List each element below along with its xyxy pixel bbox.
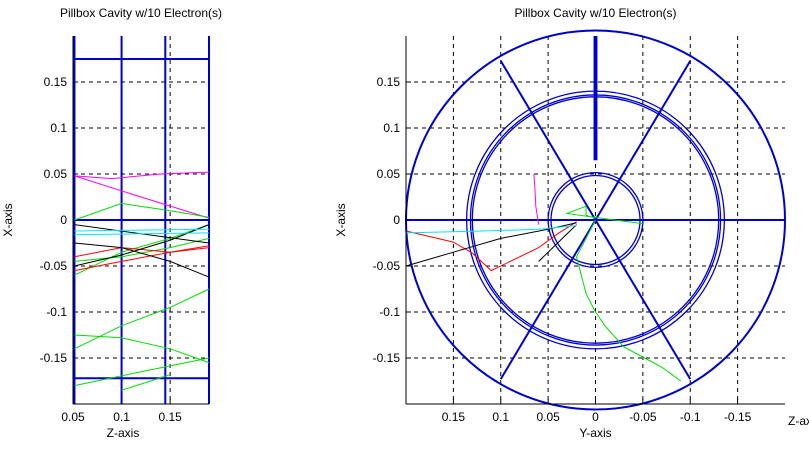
y-tick-label: 0.1 [50,121,67,135]
x-axis-label: Y-axis [579,426,611,440]
electron-trajectory [538,224,577,262]
x-axis-label: Z-axis [107,426,140,440]
y-tick-label: -0.1 [379,305,400,319]
x-tick-label: -0.15 [724,410,752,424]
chart-title: Pillbox Cavity w/10 Electron(s) [514,6,676,20]
electron-trajectory [74,237,210,262]
x-tick-label: 0.05 [536,410,560,424]
electron-trajectory [533,173,540,225]
electron-trajectory [405,222,577,267]
x-tick-label: 0.1 [492,410,509,424]
y-tick-label: 0.05 [377,167,401,181]
x-tick-label: 0.15 [158,410,182,424]
electron-trajectory [74,334,210,364]
electron-trajectory [74,242,210,278]
y-tick-label: 0.15 [44,75,68,89]
electron-trajectory [74,171,210,180]
y-tick-label: 0 [60,213,67,227]
electron-trajectory [74,232,210,236]
electron-trajectory [74,288,210,350]
chart-title: Pillbox Cavity w/10 Electron(s) [60,6,222,20]
electron-trajectory [74,224,210,276]
electron-trajectory [74,357,210,387]
x-tick-label: 0.15 [442,410,466,424]
y-tick-label: 0 [393,213,400,227]
y-tick-label: 0.05 [44,167,68,181]
y-tick-label: -0.15 [40,351,68,365]
z-axis-label: Z-axis [788,414,809,428]
x-tick-label: 0.1 [113,410,130,424]
electron-trajectory [74,245,210,272]
y-tick-label: -0.15 [373,351,401,365]
y-tick-label: 0.1 [383,121,400,135]
electron-trajectory [405,221,577,272]
electron-trajectory [74,228,210,232]
x-tick-label: 0.05 [61,410,85,424]
y-tick-label: -0.05 [373,259,401,273]
x-tick-label: -0.1 [680,410,701,424]
electron-trajectory [121,374,171,391]
electron-trajectory [74,175,210,219]
electron-trajectory [565,205,643,225]
y-axis-label: X-axis [1,203,15,236]
electron-trajectory [405,225,577,234]
x-tick-label: -0.05 [629,410,657,424]
electron-trajectory [74,247,210,258]
y-tick-label: 0.15 [377,75,401,89]
y-axis-label: X-axis [334,203,348,236]
electron-trajectory [74,202,210,221]
electron-trajectory [74,224,210,267]
x-tick-label: 0 [592,410,599,424]
y-tick-label: -0.05 [40,259,68,273]
electron-trajectory [576,219,682,382]
y-tick-label: -0.1 [46,305,67,319]
